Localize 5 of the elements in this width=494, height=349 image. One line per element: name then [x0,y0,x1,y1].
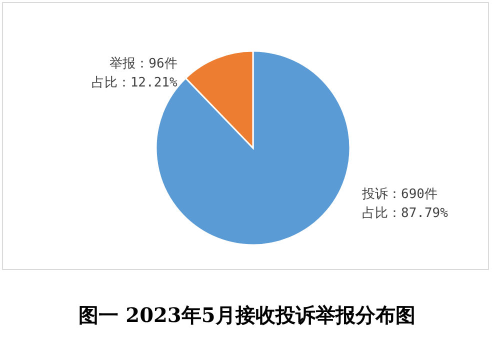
text: 图一 2023年5月接收投诉举报分布图 [78,303,416,327]
slice-label: 投诉：690件 [361,186,438,202]
slice-label: 举报：96件 [110,56,178,72]
data-label: 占比：87.79% [362,206,448,221]
data-label: 占比：12.21% [91,76,178,91]
